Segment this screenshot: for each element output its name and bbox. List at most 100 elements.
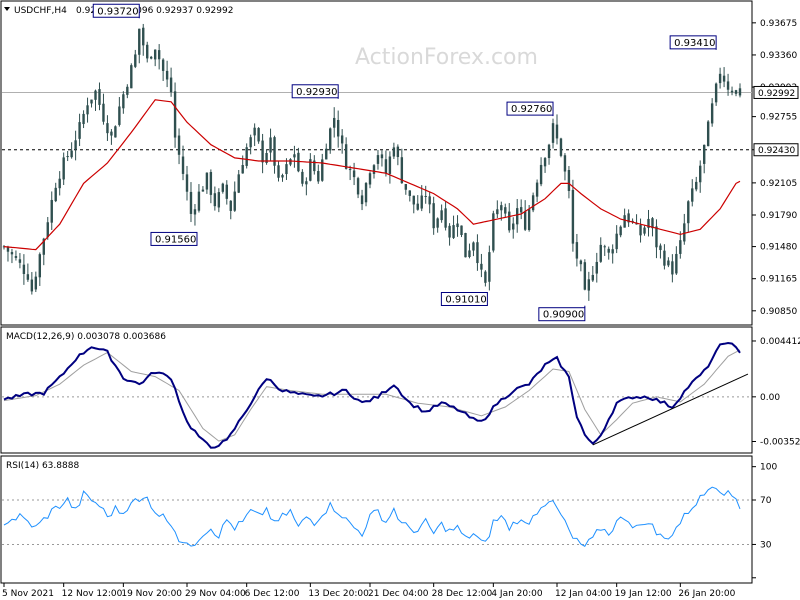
candle-body — [344, 144, 348, 169]
candle-body — [726, 81, 730, 90]
candle — [484, 270, 487, 287]
candle — [38, 252, 42, 286]
candle-body — [488, 252, 491, 282]
x-tick-label: 6 Dec 12:00 — [245, 589, 300, 599]
candle-body — [464, 232, 467, 258]
price-callout: 0.91560 — [150, 231, 198, 246]
candle-body — [527, 209, 531, 230]
candle — [138, 28, 141, 64]
candle-body — [551, 123, 555, 143]
candle — [464, 232, 467, 258]
candle-body — [639, 225, 642, 236]
candle-body — [516, 208, 519, 225]
candle-body — [595, 261, 598, 274]
candle-body — [539, 164, 543, 185]
candle-body — [205, 172, 209, 190]
last-price-box — [753, 85, 799, 99]
candle — [428, 192, 431, 214]
candle — [301, 169, 304, 187]
candle — [551, 118, 555, 149]
candle — [142, 23, 145, 56]
price-y-tick-label: 0.91480 — [760, 243, 797, 253]
support-price-box — [753, 143, 799, 157]
candle — [161, 58, 165, 81]
candle-body — [492, 213, 495, 251]
callout-box — [440, 291, 488, 306]
candle-body — [46, 222, 49, 238]
candle — [352, 162, 356, 186]
candle-body — [265, 152, 268, 163]
candle — [118, 97, 121, 127]
candle — [177, 128, 181, 165]
candle — [360, 189, 364, 211]
candle — [273, 135, 276, 174]
candle — [325, 143, 328, 160]
candle-body — [62, 157, 65, 180]
candle — [512, 217, 515, 239]
candle-body — [730, 90, 734, 93]
candle-body — [161, 59, 165, 71]
callout-box — [538, 307, 586, 322]
candle-body — [380, 154, 384, 159]
candle — [687, 200, 690, 232]
candle-body — [734, 90, 738, 94]
candle — [647, 209, 650, 237]
candle-body — [364, 183, 368, 203]
candle-body — [325, 148, 328, 160]
candle-body — [285, 164, 288, 175]
candle — [583, 259, 587, 291]
candle-body — [333, 117, 336, 128]
candle — [436, 217, 439, 233]
candle-body — [177, 135, 181, 155]
candle-body — [722, 75, 726, 82]
candle-body — [555, 124, 559, 139]
candle — [683, 213, 686, 245]
candle-body — [98, 89, 101, 105]
x-tick-label: 12 Nov 12:00 — [62, 589, 123, 599]
candle — [237, 169, 240, 194]
x-tick-label: 12 Jan 04:00 — [555, 589, 612, 599]
candle-body — [392, 147, 396, 157]
candle-body — [352, 170, 356, 178]
price-callout: 0.91010 — [440, 291, 488, 306]
candle-body — [74, 140, 77, 150]
candle-body — [321, 159, 324, 181]
candle — [209, 169, 213, 204]
candle — [122, 91, 125, 114]
price-y-tick-label: 0.92105 — [760, 179, 797, 189]
candle-body — [197, 191, 201, 211]
candle — [257, 127, 260, 144]
candle — [42, 237, 45, 266]
candle-body — [691, 188, 694, 202]
candle-body — [388, 156, 392, 174]
candle-body — [372, 165, 376, 174]
candle-body — [710, 103, 714, 124]
candle — [460, 225, 463, 238]
candle-body — [718, 73, 722, 84]
candle — [165, 60, 169, 88]
candle — [58, 171, 61, 196]
candle-body — [245, 147, 248, 166]
candle — [412, 195, 415, 214]
watermark: ActionForex.com — [355, 45, 538, 70]
candle — [281, 173, 284, 182]
x-tick-label: 4 Jan 20:00 — [491, 589, 543, 599]
support-price-label: 0.92430 — [758, 146, 795, 156]
candle — [567, 166, 571, 199]
candle-body — [603, 246, 606, 248]
candle-body — [420, 195, 423, 209]
moving-average-line — [3, 99, 741, 251]
candle — [575, 233, 579, 267]
candle-body — [480, 263, 483, 270]
candle-body — [404, 184, 408, 190]
candle — [702, 144, 706, 174]
candle-body — [667, 260, 670, 266]
collapse-triangle-icon[interactable] — [4, 7, 10, 11]
candle — [671, 254, 674, 283]
candle — [468, 243, 471, 259]
candle-body — [6, 246, 10, 252]
candle-body — [647, 218, 650, 228]
candle — [639, 218, 642, 243]
candle — [376, 149, 380, 170]
candle — [623, 208, 626, 228]
